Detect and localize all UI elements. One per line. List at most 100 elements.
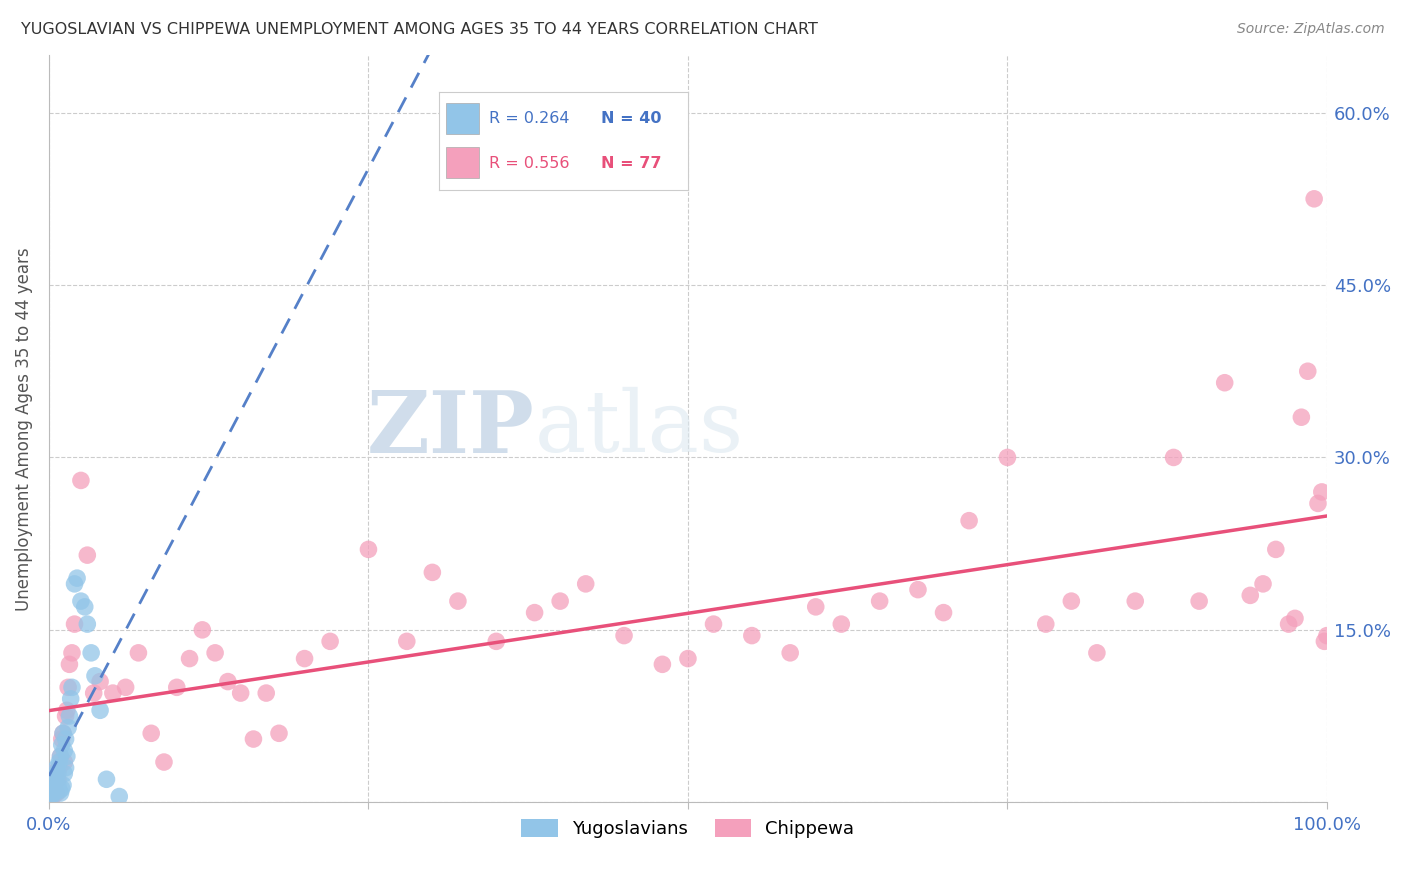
Point — [179, 651, 201, 665]
Point — [548, 594, 571, 608]
Point — [46, 778, 69, 792]
Point — [52, 726, 75, 740]
Point — [1085, 646, 1108, 660]
Text: YUGOSLAVIAN VS CHIPPEWA UNEMPLOYMENT AMONG AGES 35 TO 44 YEARS CORRELATION CHART: YUGOSLAVIAN VS CHIPPEWA UNEMPLOYMENT AMO… — [21, 22, 818, 37]
Point — [73, 599, 96, 614]
Point — [60, 681, 83, 695]
Point — [49, 786, 72, 800]
Point — [447, 594, 470, 608]
Point — [58, 657, 80, 672]
Point — [1316, 629, 1339, 643]
Point — [1163, 450, 1185, 465]
Point — [613, 629, 636, 643]
Point — [48, 761, 70, 775]
Text: ZIP: ZIP — [367, 387, 534, 471]
Point — [70, 474, 93, 488]
Point — [46, 766, 69, 780]
Point — [51, 781, 73, 796]
Point — [42, 778, 65, 792]
Point — [58, 709, 80, 723]
Point — [53, 755, 76, 769]
Point — [46, 772, 69, 787]
Text: atlas: atlas — [534, 387, 744, 470]
Point — [80, 646, 103, 660]
Point — [63, 617, 86, 632]
Point — [1188, 594, 1211, 608]
Point — [1291, 410, 1313, 425]
Point — [56, 681, 79, 695]
Point — [51, 738, 73, 752]
Point — [49, 749, 72, 764]
Point — [56, 703, 79, 717]
Point — [1060, 594, 1083, 608]
Point — [204, 646, 226, 660]
Point — [932, 606, 955, 620]
Point — [1251, 577, 1274, 591]
Point — [55, 761, 77, 775]
Point — [191, 623, 214, 637]
Text: Source: ZipAtlas.com: Source: ZipAtlas.com — [1237, 22, 1385, 37]
Point — [45, 786, 67, 800]
Point — [166, 681, 188, 695]
Point — [267, 726, 290, 740]
Point — [575, 577, 598, 591]
Point — [395, 634, 418, 648]
Point — [45, 784, 67, 798]
Point — [1264, 542, 1286, 557]
Point — [523, 606, 546, 620]
Point — [84, 669, 107, 683]
Point — [485, 634, 508, 648]
Point — [52, 726, 75, 740]
Point — [89, 674, 111, 689]
Point — [676, 651, 699, 665]
Point — [741, 629, 763, 643]
Point — [830, 617, 852, 632]
Point — [48, 755, 70, 769]
Point — [779, 646, 801, 660]
Point — [66, 571, 89, 585]
Point — [83, 686, 105, 700]
Point — [254, 686, 277, 700]
Point — [55, 732, 77, 747]
Point — [42, 784, 65, 798]
Point — [56, 721, 79, 735]
Point — [55, 709, 77, 723]
Point — [89, 703, 111, 717]
Point — [59, 691, 82, 706]
Point — [1277, 617, 1299, 632]
Point — [56, 749, 79, 764]
Point — [997, 450, 1019, 465]
Point — [48, 784, 70, 798]
Point — [127, 646, 149, 660]
Point — [1296, 364, 1319, 378]
Point — [39, 789, 62, 804]
Point — [70, 594, 93, 608]
Point — [53, 766, 76, 780]
Point — [52, 778, 75, 792]
Point — [869, 594, 891, 608]
Point — [229, 686, 252, 700]
Point — [96, 772, 118, 787]
Point — [422, 566, 444, 580]
Point — [44, 766, 66, 780]
Point — [60, 646, 83, 660]
Point — [1239, 588, 1261, 602]
Point — [76, 617, 98, 632]
Y-axis label: Unemployment Among Ages 35 to 44 years: Unemployment Among Ages 35 to 44 years — [15, 247, 32, 610]
Point — [42, 786, 65, 800]
Point — [53, 743, 76, 757]
Point — [76, 548, 98, 562]
Point — [44, 784, 66, 798]
Point — [1213, 376, 1236, 390]
Point — [702, 617, 724, 632]
Point — [45, 761, 67, 775]
Point — [242, 732, 264, 747]
Point — [49, 749, 72, 764]
Point — [294, 651, 316, 665]
Point — [319, 634, 342, 648]
Point — [1123, 594, 1146, 608]
Point — [42, 778, 65, 792]
Point — [44, 781, 66, 796]
Point — [153, 755, 176, 769]
Point — [42, 789, 65, 804]
